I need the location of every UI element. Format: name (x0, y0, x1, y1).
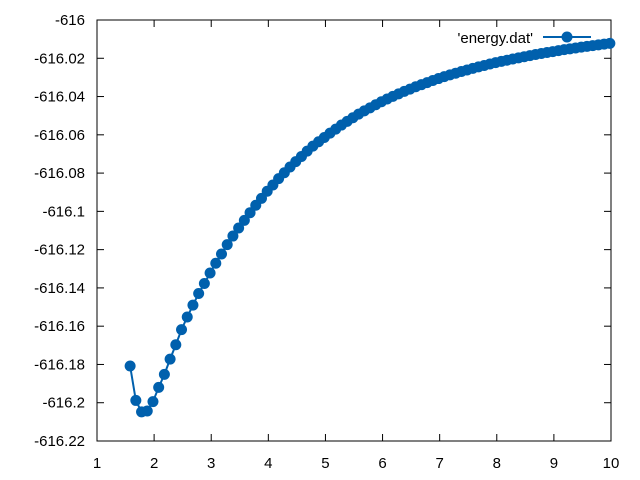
y-tick-label: -616 (55, 12, 85, 29)
x-tick-label: 1 (93, 455, 101, 472)
data-point (204, 267, 216, 279)
data-point (147, 396, 159, 408)
data-point (227, 230, 239, 242)
y-tick-label: -616.2 (42, 395, 85, 412)
series-line (129, 42, 610, 414)
legend-label: 'energy.dat' (458, 30, 534, 47)
y-tick-label: -616.18 (34, 356, 85, 373)
data-point (164, 353, 176, 365)
y-tick-label: -616.04 (34, 89, 85, 106)
x-tick-label: 7 (435, 455, 443, 472)
y-tick-label: -616.16 (34, 318, 85, 335)
data-point (244, 207, 256, 219)
x-tick-label: 5 (321, 455, 329, 472)
data-point (238, 214, 250, 226)
data-point (233, 222, 245, 234)
y-tick-label: -616.12 (34, 242, 85, 259)
legend: 'energy.dat' (458, 30, 591, 47)
y-tick-label: -616.02 (34, 50, 85, 67)
data-point (130, 394, 142, 406)
data-point (181, 311, 193, 323)
x-tick-label: 6 (378, 455, 386, 472)
data-point (176, 324, 188, 336)
data-point (124, 360, 136, 372)
y-tick-label: -616.08 (34, 165, 85, 182)
y-tick-label: -616.06 (34, 127, 85, 144)
y-tick-label: -616.22 (34, 433, 85, 450)
x-tick-label: 9 (550, 455, 558, 472)
y-tick-label: -616.1 (42, 203, 85, 220)
y-tick-label: -616.14 (34, 280, 85, 297)
data-point (604, 37, 616, 49)
data-point (221, 239, 233, 251)
data-point (187, 299, 199, 311)
data-point (158, 368, 170, 380)
x-tick-label: 8 (493, 455, 501, 472)
data-point (170, 339, 182, 351)
plot-border (96, 19, 612, 442)
data-point (216, 248, 227, 260)
legend-marker (561, 31, 573, 43)
data-point (193, 287, 205, 299)
axis-ticks: 1 2 3 4 5 6 7 8 9 10 -616 -616.02 -616.04 -616.06 -616… (34, 12, 619, 472)
x-tick-label: 3 (207, 455, 215, 472)
data-point (210, 257, 222, 269)
data-point (141, 405, 153, 417)
x-tick-label: 4 (264, 455, 272, 472)
x-tick-label: 2 (150, 455, 158, 472)
data-point (153, 381, 165, 393)
series-layer (124, 37, 616, 418)
x-tick-label: 10 (603, 455, 620, 472)
data-point (198, 278, 210, 290)
